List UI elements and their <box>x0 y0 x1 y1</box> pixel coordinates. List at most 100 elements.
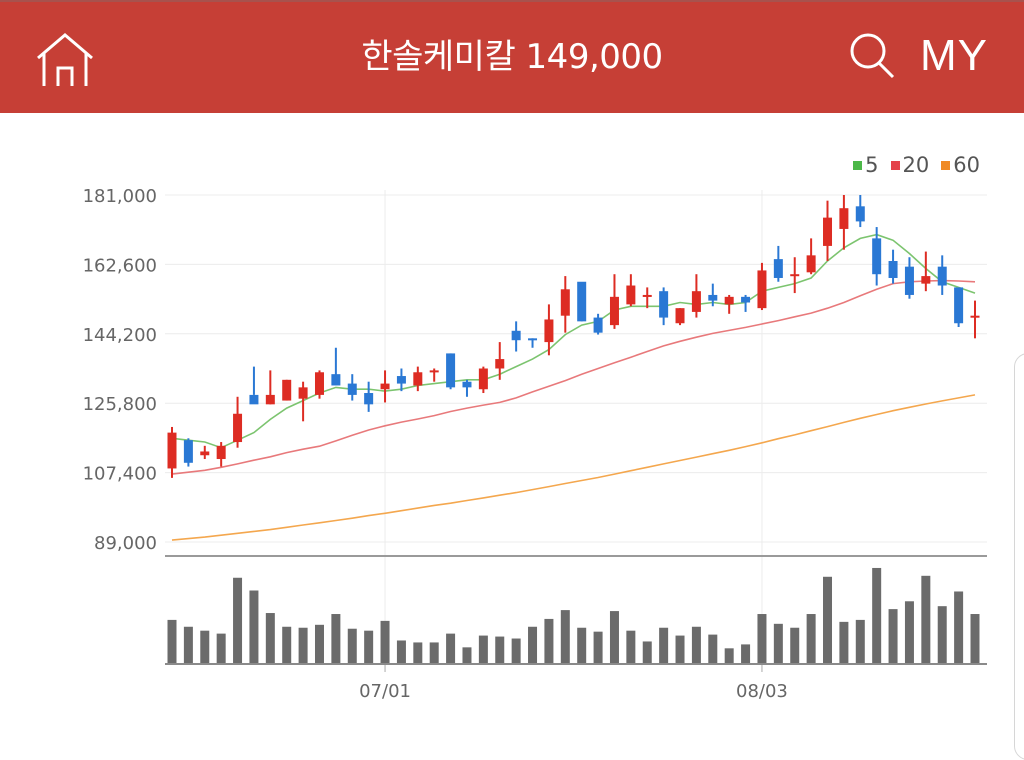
volume-bar[interactable] <box>478 635 488 664</box>
candle-up[interactable] <box>675 308 685 324</box>
candle-down[interactable] <box>888 261 898 278</box>
volume-bar[interactable] <box>265 613 275 664</box>
candle-up[interactable] <box>691 291 701 312</box>
volume-bar[interactable] <box>314 624 324 664</box>
volume-bar[interactable] <box>495 636 505 664</box>
candlestick-chart-canvas[interactable]: 181,000 162,600 144,200 125,800 107,400 89,00… <box>0 113 1024 712</box>
volume-bar[interactable] <box>872 567 882 664</box>
candle-down[interactable] <box>954 287 964 324</box>
volume-bar[interactable] <box>380 620 390 664</box>
candle-up[interactable] <box>200 451 210 456</box>
candle-up[interactable] <box>626 285 636 305</box>
candle-up[interactable] <box>429 370 439 373</box>
candle-down[interactable] <box>708 294 718 301</box>
candle-up[interactable] <box>265 394 275 405</box>
volume-bar[interactable] <box>462 647 472 664</box>
candle-up[interactable] <box>380 383 390 390</box>
candle-down[interactable] <box>462 381 472 388</box>
volume-bar[interactable] <box>413 642 423 664</box>
candle-up[interactable] <box>970 315 980 318</box>
candle-down[interactable] <box>347 383 357 395</box>
volume-bar[interactable] <box>544 618 554 664</box>
candle-up[interactable] <box>216 445 226 460</box>
candle-up[interactable] <box>724 296 734 305</box>
volume-bar[interactable] <box>183 626 193 664</box>
volume-bar[interactable] <box>773 623 783 664</box>
volume-bar[interactable] <box>511 638 521 664</box>
volume-bar[interactable] <box>593 631 603 664</box>
search-button[interactable] <box>848 32 898 82</box>
volume-bar[interactable] <box>823 576 833 664</box>
candle-down[interactable] <box>511 330 521 341</box>
volume-bar[interactable] <box>577 627 587 664</box>
candle-down[interactable] <box>872 238 882 275</box>
candle-down[interactable] <box>396 376 406 384</box>
volume-bar[interactable] <box>888 609 898 664</box>
volume-bar[interactable] <box>970 614 980 664</box>
volume-bar[interactable] <box>642 641 652 664</box>
my-button[interactable]: MY <box>920 31 988 80</box>
volume-bar[interactable] <box>396 640 406 664</box>
home-button[interactable] <box>34 32 96 88</box>
volume-bar[interactable] <box>741 644 751 664</box>
volume-bar[interactable] <box>298 627 308 664</box>
candle-down[interactable] <box>904 266 914 295</box>
volume-bar[interactable] <box>167 619 177 664</box>
volume-bar[interactable] <box>921 575 931 664</box>
volume-bar[interactable] <box>904 601 914 664</box>
candle-up[interactable] <box>314 372 324 395</box>
candle-up[interactable] <box>609 296 619 326</box>
candle-up[interactable] <box>167 432 177 469</box>
candle-down[interactable] <box>364 393 374 405</box>
candle-up[interactable] <box>823 217 833 246</box>
volume-bar[interactable] <box>216 633 226 664</box>
candle-down[interactable] <box>528 338 538 341</box>
candle-down[interactable] <box>937 266 947 286</box>
volume-bar[interactable] <box>429 642 439 664</box>
side-panel-handle[interactable] <box>1014 353 1024 760</box>
volume-bar[interactable] <box>560 610 570 664</box>
candle-up[interactable] <box>413 372 423 386</box>
volume-bar[interactable] <box>954 591 964 664</box>
volume-bar[interactable] <box>609 611 619 664</box>
candle-up[interactable] <box>790 274 800 277</box>
volume-bar[interactable] <box>724 648 734 664</box>
volume-bar[interactable] <box>364 630 374 664</box>
volume-bar[interactable] <box>347 628 357 664</box>
volume-bar[interactable] <box>249 590 259 665</box>
candle-up[interactable] <box>495 359 505 369</box>
candle-up[interactable] <box>544 319 554 343</box>
candle-up[interactable] <box>921 276 931 284</box>
candle-down[interactable] <box>593 317 603 333</box>
candle-down[interactable] <box>741 296 751 303</box>
volume-bar[interactable] <box>528 626 538 664</box>
candle-down[interactable] <box>249 394 259 405</box>
volume-bar[interactable] <box>282 626 292 664</box>
candle-up[interactable] <box>839 208 849 229</box>
volume-bar[interactable] <box>446 633 456 664</box>
volume-bar[interactable] <box>855 619 865 664</box>
candle-down[interactable] <box>446 353 456 388</box>
volume-bar[interactable] <box>626 630 636 664</box>
candle-up[interactable] <box>560 289 570 316</box>
volume-bar[interactable] <box>839 621 849 664</box>
volume-bar[interactable] <box>806 614 816 664</box>
volume-bar[interactable] <box>331 614 341 664</box>
volume-bar[interactable] <box>790 627 800 664</box>
candle-up[interactable] <box>298 387 308 399</box>
candle-up[interactable] <box>282 379 292 401</box>
candle-down[interactable] <box>773 259 783 278</box>
volume-bar[interactable] <box>200 630 210 664</box>
volume-bar[interactable] <box>937 606 947 664</box>
candle-up[interactable] <box>806 255 816 273</box>
candle-up[interactable] <box>642 294 652 297</box>
volume-bar[interactable] <box>675 635 685 664</box>
candle-down[interactable] <box>183 440 193 463</box>
candle-down[interactable] <box>855 206 865 222</box>
candle-up[interactable] <box>478 368 488 390</box>
volume-bar[interactable] <box>691 626 701 664</box>
volume-bar[interactable] <box>233 577 243 664</box>
candle-up[interactable] <box>233 413 243 443</box>
volume-bar[interactable] <box>659 627 669 664</box>
candle-down[interactable] <box>331 374 341 386</box>
